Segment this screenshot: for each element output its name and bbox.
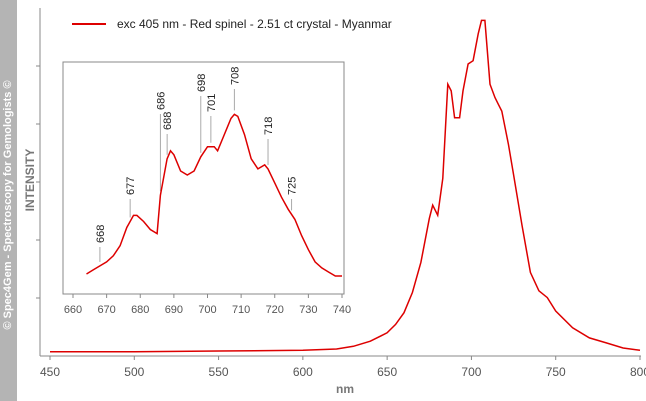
main-y-ticks <box>36 65 40 299</box>
inset-x-tick-label: 740 <box>333 304 351 316</box>
inset-x-tick-label: 710 <box>232 304 250 316</box>
inset-x-tick-label: 660 <box>64 304 82 316</box>
inset-x-tick-label: 700 <box>198 304 216 316</box>
legend: exc 405 nm - Red spinel - 2.51 ct crysta… <box>72 17 392 31</box>
peak-label: 701 <box>206 94 218 112</box>
inset-x-tick-label: 680 <box>131 304 149 316</box>
inset-x-tick-label: 730 <box>299 304 317 316</box>
x-axis-title: nm <box>336 382 354 396</box>
main-x-tick-label: 450 <box>40 365 60 379</box>
main-x-tick-label: 550 <box>209 365 229 379</box>
main-series-line <box>50 19 641 353</box>
main-x-tick-label: 500 <box>124 365 144 379</box>
inset-peak-markers: 668 677 686 688 698 701 708 718 725 <box>95 67 299 262</box>
main-x-tick-label: 700 <box>461 365 481 379</box>
inset-x-tick-label: 670 <box>97 304 115 316</box>
peak-label: 718 <box>263 117 275 135</box>
legend-label: exc 405 nm - Red spinel - 2.51 ct crysta… <box>117 17 392 31</box>
inset-x-tick-label: 690 <box>165 304 183 316</box>
peak-label: 708 <box>229 67 241 85</box>
peak-label: 725 <box>287 177 299 195</box>
main-x-tick-label: 750 <box>546 365 566 379</box>
y-axis-title: INTENSITY <box>23 149 37 212</box>
inset-frame <box>62 61 345 295</box>
main-x-ticks: 450 500 550 600 650 700 750 800 <box>40 356 646 379</box>
peak-label: 686 <box>155 92 167 110</box>
inset-x-ticks: 660 670 680 690 700 710 720 730 740 <box>64 294 351 316</box>
inset-chart: 660 670 680 690 700 710 720 730 740 668 677 686 688… <box>62 61 351 316</box>
peak-label: 688 <box>162 112 174 130</box>
main-x-tick-label: 600 <box>293 365 313 379</box>
watermark-sidebar: © Spec4Gem - Spectroscopy for Gemologist… <box>0 0 17 401</box>
main-x-tick-label: 800 <box>630 365 646 379</box>
main-x-tick-label: 650 <box>377 365 397 379</box>
peak-label: 668 <box>95 225 107 243</box>
peak-label: 677 <box>125 177 137 195</box>
inset-series-line <box>86 113 342 277</box>
inset-x-tick-label: 720 <box>266 304 284 316</box>
peak-label: 698 <box>196 74 208 92</box>
